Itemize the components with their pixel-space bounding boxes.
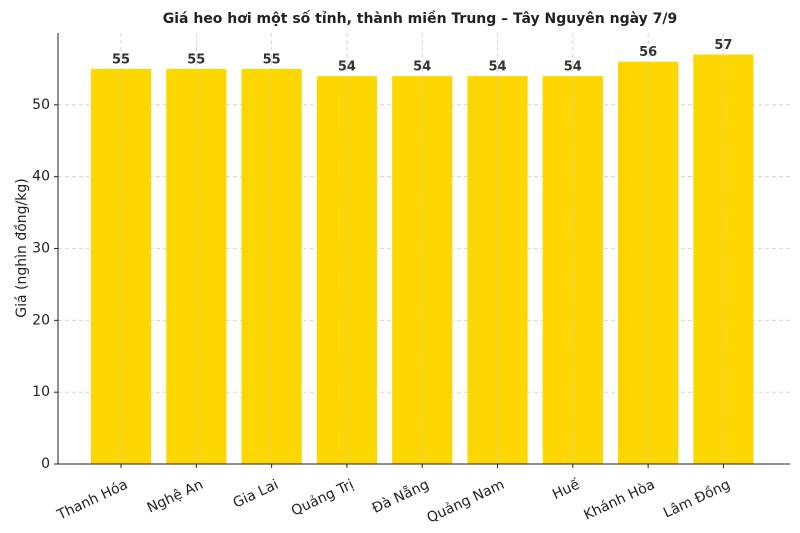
x-tick-label: Quảng Nam xyxy=(425,477,507,527)
value-label: 54 xyxy=(413,60,431,75)
bar xyxy=(618,61,679,464)
y-axis-label: Giá (nghìn đồng/kg) xyxy=(13,178,30,317)
value-label: 54 xyxy=(488,60,506,75)
y-tick-label: 0 xyxy=(41,456,50,472)
value-label: 56 xyxy=(639,45,657,60)
value-label: 55 xyxy=(187,52,205,67)
value-label: 55 xyxy=(263,52,281,67)
y-tick-label: 20 xyxy=(32,312,50,328)
y-tick-label: 40 xyxy=(32,169,50,185)
x-tick-label: Gia Lai xyxy=(231,477,281,512)
x-tick-label: Khánh Hòa xyxy=(581,477,657,524)
x-tick-label: Nghệ An xyxy=(145,477,206,517)
value-label: 54 xyxy=(338,60,356,75)
value-label: 57 xyxy=(714,38,732,53)
x-tick-label: Đà Nẵng xyxy=(369,476,431,517)
x-tick-label: Huế xyxy=(550,476,583,503)
y-tick-label: 10 xyxy=(32,384,50,400)
x-tick-label: Thanh Hóa xyxy=(54,477,130,524)
value-label: 54 xyxy=(564,60,582,75)
y-tick-label: 50 xyxy=(32,97,50,113)
chart-title: Giá heo hơi một số tỉnh, thành miền Trun… xyxy=(163,10,678,27)
value-label: 55 xyxy=(112,52,130,67)
x-tick-label: Lâm Đồng xyxy=(661,476,733,522)
y-tick-label: 30 xyxy=(32,241,50,257)
x-tick-label: Quảng Trị xyxy=(289,477,356,520)
